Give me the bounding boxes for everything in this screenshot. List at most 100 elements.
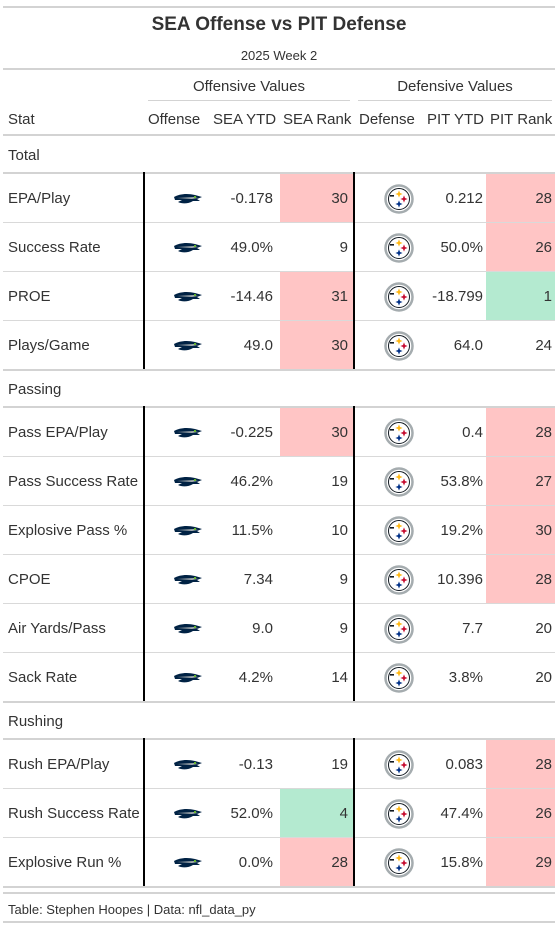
steelers-logo-icon: [384, 662, 414, 693]
pit-ytd-value: 0.083: [445, 756, 483, 773]
pit-rank-highlight: [486, 838, 555, 887]
sea-rank-value: 30: [331, 424, 348, 441]
col-header-offense: Offense: [148, 111, 201, 128]
seahawks-logo-icon: [174, 808, 202, 818]
table-row: Air Yards/Pass 9.0 9 7.7 20: [3, 604, 555, 653]
pit-ytd-value: 10.396: [437, 571, 483, 588]
steelers-logo-icon: [384, 847, 414, 878]
group-bottom-rule: [3, 701, 555, 703]
table-row: Pass Success Rate 46.2% 19 53.8% 27: [3, 457, 555, 506]
col-header-pit-rank: PIT Rank: [490, 111, 553, 128]
table-row: PROE -14.46 31 -18.799 1: [3, 272, 555, 321]
stat-name: CPOE: [8, 571, 51, 588]
table-row: Rush Success Rate 52.0% 4 47.4% 26: [3, 789, 555, 838]
offense-logo: [173, 670, 203, 691]
defense-logo: [384, 613, 414, 649]
steelers-logo-icon: [384, 281, 414, 312]
defense-logo: [384, 798, 414, 834]
pit-ytd-value: 0.212: [445, 190, 483, 207]
row-divider: [3, 222, 555, 223]
pit-ytd-value: 53.8%: [440, 473, 483, 490]
steelers-logo-icon: [384, 613, 414, 644]
sea-ytd-value: 0.0%: [238, 854, 273, 871]
group-label: Total: [8, 147, 40, 164]
defense-logo: [384, 417, 414, 453]
seahawks-logo-icon: [174, 340, 202, 350]
defense-logo: [384, 749, 414, 785]
table-subtitle: 2025 Week 2: [240, 48, 318, 63]
pit-ytd-value: 15.8%: [440, 854, 483, 871]
sea-rank-value: 9: [339, 620, 348, 637]
group-label: Rushing: [8, 713, 64, 730]
stat-name: Air Yards/Pass: [8, 620, 106, 637]
steelers-logo-icon: [384, 183, 414, 214]
offense-logo: [173, 425, 203, 446]
sea-ytd-value: 46.2%: [230, 473, 273, 490]
defense-logo: [384, 466, 414, 502]
stat-name: Rush Success Rate: [8, 805, 140, 822]
pit-rank-value: 27: [535, 473, 552, 490]
stat-name: Plays/Game: [8, 337, 90, 354]
spanner-offense-rule: [148, 100, 350, 101]
sea-rank-highlight: [280, 789, 353, 838]
footer-rule: [3, 921, 555, 923]
sea-rank-highlight: [280, 838, 353, 887]
pit-rank-highlight: [486, 174, 555, 223]
steelers-logo-icon: [384, 417, 414, 448]
offense-logo: [173, 191, 203, 212]
header-rule: [3, 68, 555, 70]
pit-ytd-value: 0.4: [462, 424, 483, 441]
seahawks-logo-icon: [174, 525, 202, 535]
spanner-offense: Offensive Values: [192, 78, 305, 95]
steelers-logo-icon: [384, 330, 414, 361]
pit-rank-value: 30: [535, 522, 552, 539]
offense-logo: [173, 474, 203, 495]
group-rule: [3, 406, 555, 408]
table-title: SEA Offense vs PIT Defense: [151, 14, 407, 35]
group-bottom-rule: [3, 886, 555, 888]
sea-rank-value: 19: [331, 473, 348, 490]
group-rule: [3, 738, 555, 740]
seahawks-logo-icon: [174, 623, 202, 633]
pit-ytd-value: 7.7: [462, 620, 483, 637]
pit-rank-value: 24: [535, 337, 552, 354]
pit-rank-highlight: [486, 740, 555, 789]
seahawks-logo-icon: [174, 476, 202, 486]
spanner-defense: Defensive Values: [397, 78, 513, 95]
offense-logo: [173, 289, 203, 310]
sea-ytd-value: -0.13: [238, 756, 273, 773]
pit-rank-value: 26: [535, 239, 552, 256]
stat-name: Success Rate: [8, 239, 101, 256]
offense-divider: [143, 738, 145, 887]
defense-logo: [384, 564, 414, 600]
pit-rank-highlight: [486, 223, 555, 272]
row-divider: [3, 320, 555, 321]
seahawks-logo-icon: [174, 857, 202, 867]
pit-rank-highlight: [486, 457, 555, 506]
pit-rank-value: 28: [535, 571, 552, 588]
table-row: CPOE 7.34 9 10.396 28: [3, 555, 555, 604]
table-row: Pass EPA/Play -0.225 30 0.4 28: [3, 408, 555, 457]
pit-rank-highlight: [486, 789, 555, 838]
offense-logo: [173, 806, 203, 827]
row-divider: [3, 788, 555, 789]
pit-rank-highlight: [486, 506, 555, 555]
pit-rank-value: 28: [535, 424, 552, 441]
sea-ytd-value: 49.0: [243, 337, 273, 354]
sea-rank-value: 31: [331, 288, 348, 305]
seahawks-logo-icon: [174, 193, 202, 203]
sea-ytd-value: -0.225: [230, 424, 273, 441]
seahawks-logo-icon: [174, 574, 202, 584]
pit-rank-highlight: [486, 272, 555, 321]
defense-logo: [384, 281, 414, 317]
pit-rank-value: 20: [535, 620, 552, 637]
pit-rank-value: 1: [543, 288, 552, 305]
row-divider: [3, 603, 555, 604]
stat-name: Sack Rate: [8, 669, 78, 686]
steelers-logo-icon: [384, 564, 414, 595]
stat-name: Pass Success Rate: [8, 473, 139, 490]
defense-divider: [353, 738, 355, 887]
stat-name: PROE: [8, 288, 51, 305]
defense-logo: [384, 662, 414, 698]
